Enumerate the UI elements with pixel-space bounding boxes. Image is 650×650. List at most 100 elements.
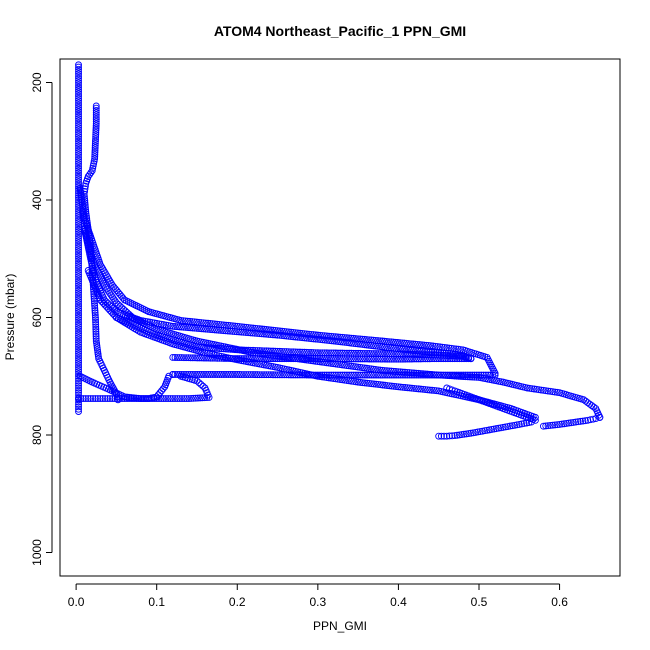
- data-point: [75, 230, 82, 238]
- data-point: [285, 348, 293, 356]
- data-point: [455, 371, 463, 379]
- data-point: [450, 345, 458, 353]
- data-point: [466, 373, 474, 381]
- data-point: [487, 371, 494, 379]
- data-point: [417, 385, 425, 393]
- data-point: [352, 355, 360, 363]
- data-point: [289, 328, 297, 336]
- data-point: [368, 380, 376, 388]
- data-point: [433, 351, 440, 359]
- data-point: [92, 117, 100, 125]
- data-point: [323, 332, 331, 340]
- data-point: [253, 355, 261, 363]
- data-point: [141, 395, 149, 403]
- data-point: [189, 354, 197, 362]
- data-point: [434, 343, 442, 351]
- data-point: [137, 395, 145, 403]
- data-point: [323, 355, 331, 363]
- data-point: [92, 122, 100, 130]
- data-point: [204, 371, 212, 378]
- data-point: [148, 395, 156, 403]
- data-point: [280, 371, 288, 379]
- data-point: [75, 289, 82, 297]
- data-point: [408, 384, 416, 392]
- data-point: [374, 337, 382, 345]
- data-point: [146, 395, 154, 403]
- data-point: [81, 185, 89, 193]
- data-point: [473, 371, 481, 379]
- data-point: [227, 345, 235, 353]
- data-point: [307, 357, 315, 365]
- data-point: [242, 371, 250, 379]
- data-point: [75, 97, 82, 105]
- data-point: [245, 371, 252, 379]
- data-point: [336, 333, 344, 341]
- data-point: [75, 250, 82, 258]
- data-point: [292, 371, 299, 379]
- data-point: [437, 355, 445, 363]
- data-point: [125, 393, 133, 401]
- data-point: [75, 244, 82, 251]
- data-point: [386, 382, 393, 390]
- data-point: [347, 355, 355, 363]
- data-point: [188, 318, 196, 326]
- data-point: [75, 300, 82, 308]
- data-point: [75, 137, 82, 145]
- data-point: [325, 332, 333, 340]
- data-point: [91, 307, 99, 314]
- data-point: [196, 394, 204, 402]
- data-point: [198, 343, 205, 351]
- data-point: [523, 384, 531, 392]
- data-point: [249, 371, 257, 379]
- data-point: [209, 354, 217, 362]
- data-point: [75, 354, 82, 362]
- data-point: [546, 387, 554, 395]
- data-point: [386, 355, 393, 363]
- data-point: [75, 162, 82, 170]
- data-point: [365, 355, 373, 363]
- data-point: [258, 371, 266, 379]
- data-point: [390, 371, 398, 379]
- data-point: [173, 354, 181, 361]
- data-point: [75, 171, 82, 179]
- data-point: [193, 318, 201, 326]
- data-point: [365, 336, 373, 344]
- data-point: [75, 403, 82, 411]
- data-point: [180, 395, 188, 403]
- data-point: [303, 330, 311, 338]
- data-point: [75, 332, 82, 340]
- data-point: [354, 363, 362, 371]
- data-point: [467, 429, 475, 437]
- data-point: [356, 335, 364, 343]
- data-point: [94, 350, 102, 358]
- data-point: [249, 324, 257, 332]
- data-point: [445, 432, 453, 440]
- data-point: [412, 385, 420, 393]
- data-point: [377, 355, 384, 363]
- data-point: [341, 355, 349, 363]
- data-point: [453, 431, 461, 439]
- series-2-points: [80, 102, 122, 404]
- data-point: [193, 354, 201, 362]
- data-point: [312, 371, 320, 379]
- data-point: [347, 334, 355, 342]
- data-point: [267, 355, 275, 363]
- data-point: [274, 355, 282, 363]
- data-point: [283, 348, 290, 356]
- data-point: [176, 354, 183, 362]
- data-point: [75, 379, 82, 387]
- data-point: [352, 335, 360, 343]
- data-point: [90, 288, 98, 296]
- series-12-points: [435, 384, 539, 440]
- data-point: [419, 371, 427, 379]
- data-point: [419, 355, 427, 363]
- data-point: [153, 395, 161, 403]
- data-point: [343, 334, 351, 342]
- data-point: [75, 408, 82, 415]
- data-point: [155, 395, 163, 403]
- data-point: [224, 355, 232, 362]
- data-point: [441, 371, 449, 379]
- data-point: [75, 99, 82, 107]
- data-point: [372, 336, 380, 344]
- data-point: [82, 395, 90, 403]
